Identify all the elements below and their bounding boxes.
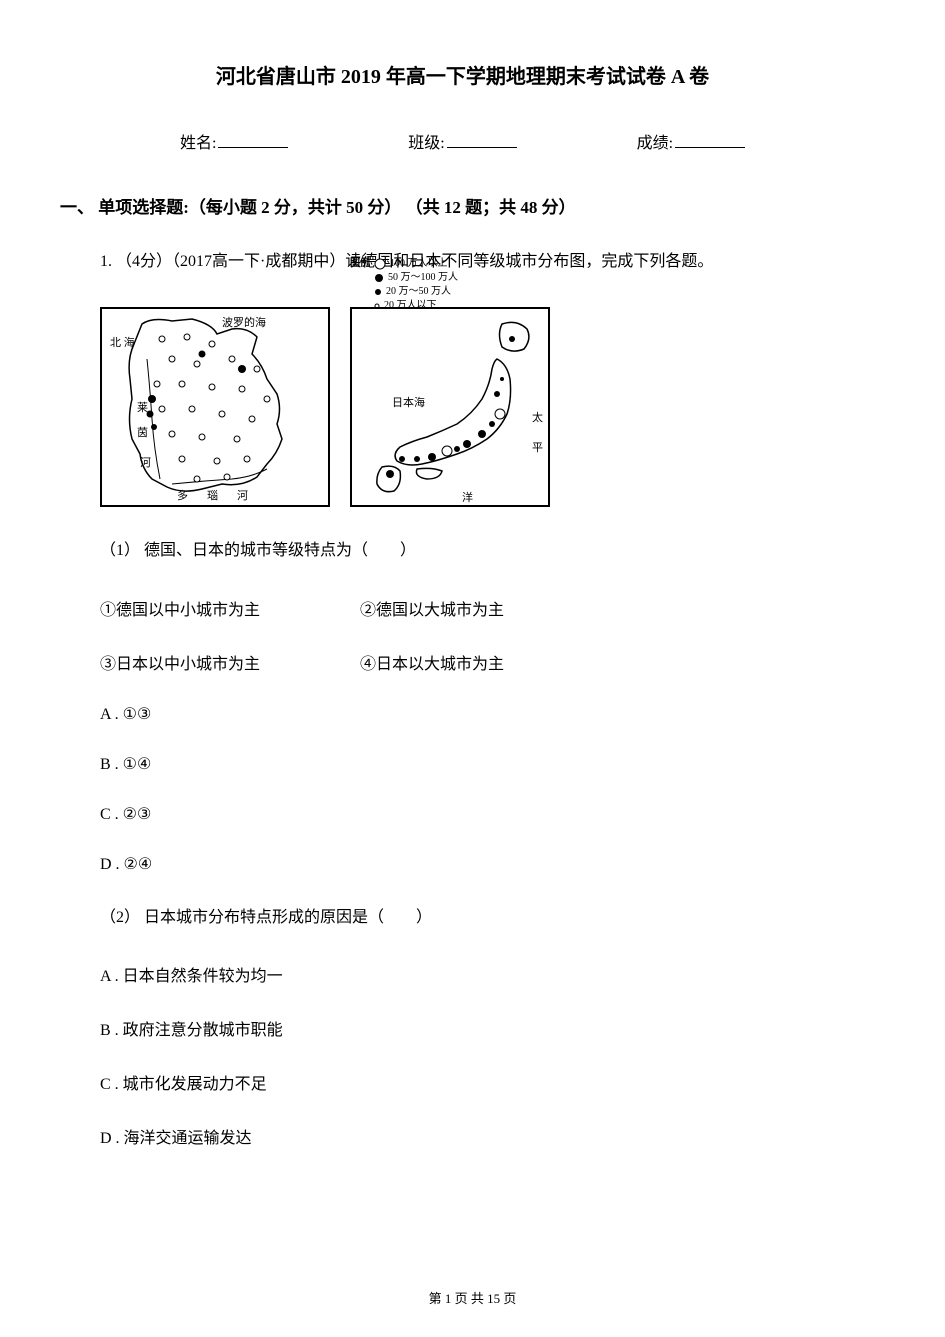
footer-suffix: 页 — [500, 1291, 516, 1306]
footer-mid: 页 共 — [451, 1291, 487, 1306]
q1s2-optA: A . 日本自然条件较为均一 — [100, 962, 865, 986]
class-underline — [447, 130, 517, 148]
score-label: 成绩: — [637, 129, 673, 153]
q1s2-optB: B . 政府注意分散城市职能 — [100, 1016, 865, 1040]
q1-sub1: （1） 德国、日本的城市等级特点为（ ） — [100, 537, 865, 566]
legend-row-3: 20 万～50 万人 — [374, 285, 458, 299]
score-field: 成绩: — [637, 129, 745, 153]
rhine-label: 莱 — [137, 399, 148, 415]
tai-label: 太 — [532, 409, 543, 425]
he-label: 河 — [140, 454, 151, 470]
q1-intro: 1. （4分）（2017高一下·成都期中）读德国和日本不同等级城市分布图，完成下… — [100, 248, 865, 277]
he2-label: 河 — [237, 487, 248, 503]
legend-title-row: 图例 100 万人以上 — [350, 257, 458, 271]
ping-label: 平 — [532, 439, 543, 455]
page-title: 河北省唐山市 2019 年高一下学期地理期末考试试卷 A 卷 — [60, 60, 865, 89]
name-label: 姓名: — [180, 129, 216, 153]
q1s1-optB: B . ①④ — [100, 754, 865, 774]
stmt2: ②德国以大城市为主 — [360, 596, 504, 620]
name-field: 姓名: — [180, 129, 288, 153]
footer-total: 15 — [487, 1291, 500, 1306]
q1s2-optC: C . 城市化发展动力不足 — [100, 1070, 865, 1094]
q1s1-optD: D . ②④ — [100, 854, 865, 874]
stmt-row-1: ①德国以中小城市为主 ②德国以大城市为主 — [100, 596, 865, 620]
section-header: 一、 单项选择题:（每小题 2 分，共计 50 分） （共 12 题；共 48 … — [60, 193, 865, 218]
score-underline — [675, 130, 745, 148]
q1-sub2: （2） 日本城市分布特点形成的原因是（ ） — [100, 904, 865, 933]
figure-row: 北 海 波罗的海 莱 茵 河 多 瑙 河 图例 100 万人以上 50 万～10… — [100, 307, 865, 507]
nao-label: 瑙 — [207, 487, 218, 503]
class-field: 班级: — [408, 129, 516, 153]
q1s1-optC: C . ②③ — [100, 804, 865, 824]
page-footer: 第 1 页 共 15 页 — [0, 1288, 945, 1307]
stmt1: ①德国以中小城市为主 — [100, 596, 260, 620]
legend-l2: 50 万～100 万人 — [388, 271, 458, 285]
legend: 图例 100 万人以上 50 万～100 万人 20 万～50 万人 20 万人… — [350, 257, 458, 313]
legend-l1: 100 万人以上 — [390, 257, 448, 271]
legend-l3: 20 万～50 万人 — [386, 285, 451, 299]
q1s2-optD: D . 海洋交通运输发达 — [100, 1124, 865, 1148]
baltic-label: 波罗的海 — [222, 314, 266, 330]
stmt3: ③日本以中小城市为主 — [100, 650, 260, 674]
north-sea-label: 北 海 — [110, 334, 135, 350]
japan-map: 日本海 太 平 洋 — [350, 307, 550, 507]
stmt-row-2: ③日本以中小城市为主 ④日本以大城市为主 — [100, 650, 865, 674]
question-1: 1. （4分）（2017高一下·成都期中）读德国和日本不同等级城市分布图，完成下… — [100, 248, 865, 1148]
sea-of-japan-label: 日本海 — [392, 394, 425, 410]
duo-label: 多 — [177, 487, 188, 503]
japan-map-wrapper: 图例 100 万人以上 50 万～100 万人 20 万～50 万人 20 万人… — [350, 307, 550, 507]
japan-svg — [352, 309, 552, 509]
info-row: 姓名: 班级: 成绩: — [60, 129, 865, 153]
legend-row-2: 50 万～100 万人 — [374, 271, 458, 285]
germany-map: 北 海 波罗的海 莱 茵 河 多 瑙 河 — [100, 307, 330, 507]
yang-label: 洋 — [462, 489, 473, 505]
q1s1-optA: A . ①③ — [100, 704, 865, 724]
name-underline — [218, 130, 288, 148]
class-label: 班级: — [408, 129, 444, 153]
legend-title: 图例 — [350, 257, 370, 271]
footer-prefix: 第 — [429, 1291, 445, 1306]
stmt4: ④日本以大城市为主 — [360, 650, 504, 674]
yin-label: 茵 — [137, 424, 148, 440]
